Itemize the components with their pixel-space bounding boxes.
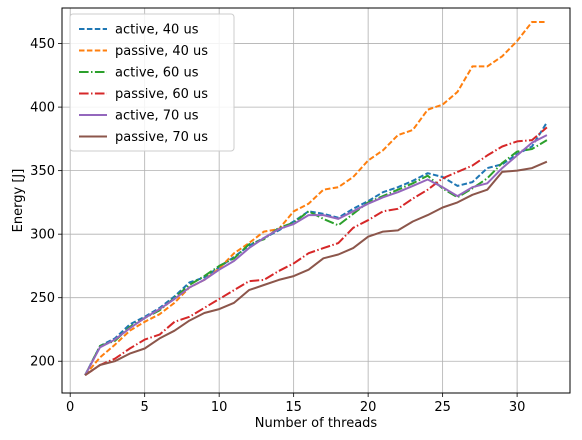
y-tick-label: 400 bbox=[30, 101, 55, 116]
series-line-3 bbox=[84, 139, 548, 376]
x-tick-label: 20 bbox=[360, 400, 377, 415]
y-axis-ticks: 200 250 300 350 400 450 bbox=[30, 37, 62, 370]
x-axis-ticks: 0 5 10 15 20 25 30 bbox=[66, 393, 525, 415]
legend-label: active, 40 us bbox=[115, 23, 199, 38]
legend-label: passive, 60 us bbox=[115, 87, 208, 102]
legend-label: active, 60 us bbox=[115, 66, 199, 81]
y-tick-label: 350 bbox=[30, 164, 55, 179]
x-tick-label: 30 bbox=[509, 400, 526, 415]
series-line-2 bbox=[84, 21, 547, 376]
legend-box bbox=[69, 13, 235, 152]
y-axis-label: Energy [J] bbox=[11, 169, 26, 233]
y-tick-label: 300 bbox=[30, 228, 55, 243]
x-tick-label: 5 bbox=[141, 400, 149, 415]
legend: active, 40 us passive, 40 us active, 60 us… bbox=[69, 13, 235, 152]
x-tick-label: 25 bbox=[434, 400, 451, 415]
x-axis-label: Number of threads bbox=[255, 416, 378, 431]
series-lines bbox=[84, 21, 548, 377]
legend-label: passive, 40 us bbox=[115, 44, 208, 59]
legend-label: active, 70 us bbox=[115, 109, 199, 124]
plot-frame bbox=[61, 7, 571, 394]
series-line-1 bbox=[84, 121, 548, 376]
series-line-4 bbox=[84, 126, 548, 377]
x-tick-label: 0 bbox=[66, 400, 74, 415]
legend-label: passive, 70 us bbox=[115, 130, 208, 145]
x-tick-label: 15 bbox=[285, 400, 302, 415]
series-line-6 bbox=[84, 160, 548, 377]
y-tick-label: 450 bbox=[30, 37, 55, 52]
x-tick-label: 10 bbox=[211, 400, 228, 415]
y-tick-label: 200 bbox=[30, 355, 55, 370]
series-line-5 bbox=[84, 134, 548, 376]
y-tick-label: 250 bbox=[30, 291, 55, 306]
